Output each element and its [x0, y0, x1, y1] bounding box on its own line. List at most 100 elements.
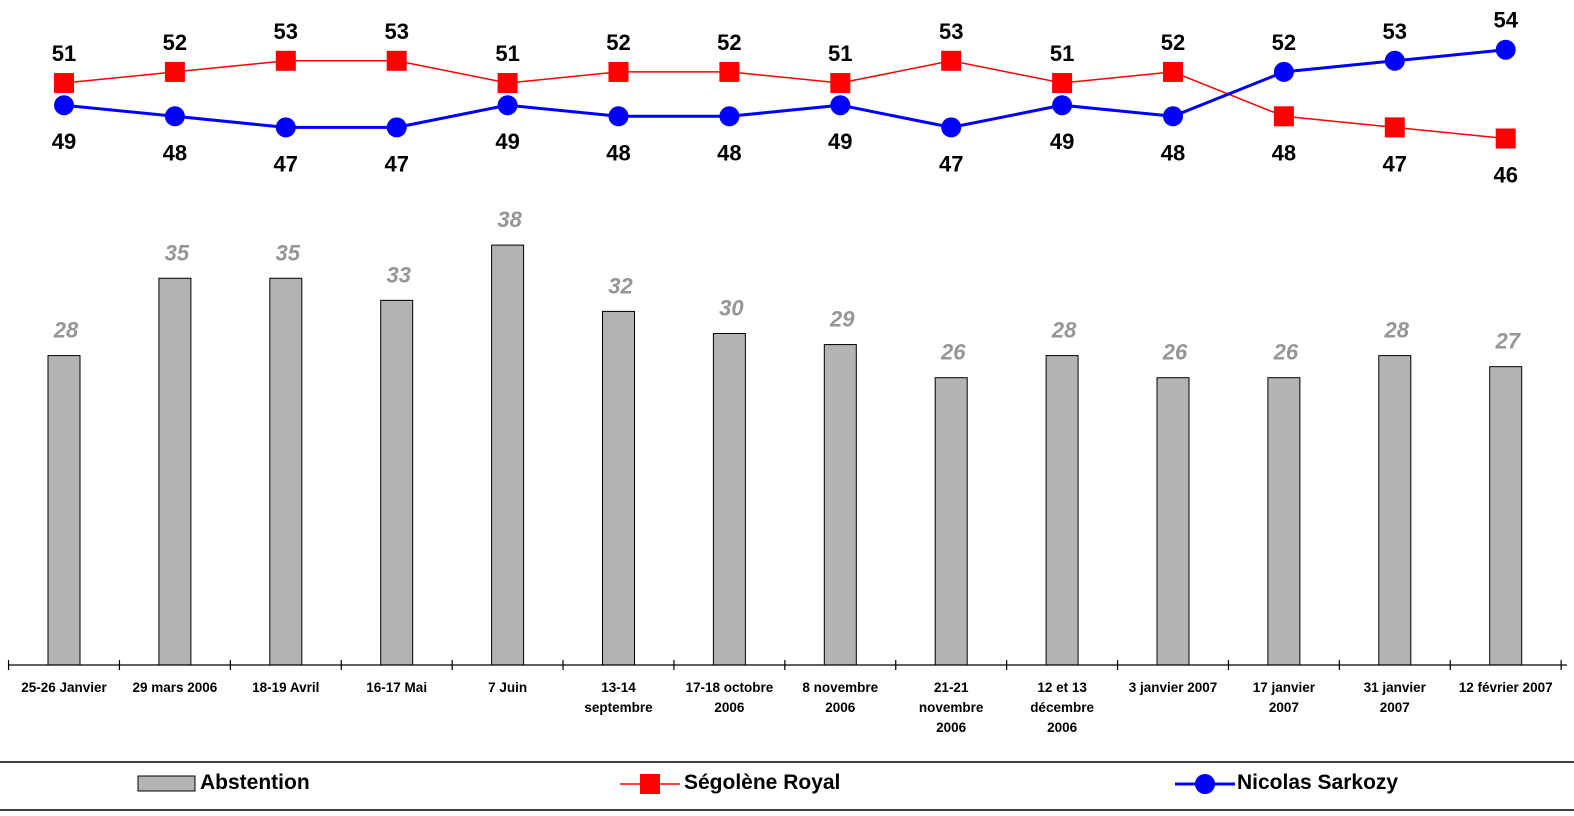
bar-label-abstention: 30: [719, 296, 744, 321]
x-tick-label: 21-21 novembre 2006: [897, 678, 1005, 738]
bar-abstention: [1267, 377, 1301, 666]
point-sarkozy: [1384, 50, 1405, 71]
data-label-royal: 53: [274, 19, 298, 44]
abstention-data-labels: 28 35 35 33 38 32 30 29 26 28 26 26 28 27: [53, 207, 1522, 365]
x-tick-label-line: 8 novembre: [802, 680, 879, 695]
x-tick-label: 31 janvier 2007: [1341, 678, 1449, 718]
bar-abstention: [1489, 366, 1523, 666]
x-tick-label-line: 2006: [714, 700, 745, 715]
bar-abstention: [158, 277, 192, 666]
bar-label-abstention: 32: [608, 273, 633, 298]
data-label-sarkozy: 48: [1161, 140, 1185, 165]
point-royal: [54, 73, 74, 93]
legend-label-abstention: Abstention: [200, 771, 310, 794]
x-tick-label-line: 16-17 Mai: [366, 680, 428, 695]
data-label-sarkozy: 54: [1493, 8, 1518, 33]
data-label-sarkozy: 53: [1383, 19, 1407, 44]
bar-label-abstention: 26: [940, 340, 966, 365]
legend-marker-royal: [640, 774, 660, 794]
bar-label-abstention: 26: [1273, 340, 1299, 365]
point-royal: [1273, 106, 1294, 127]
point-sarkozy: [830, 95, 851, 116]
x-tick-label-line: 29 mars 2006: [132, 680, 218, 695]
legend-label-sarkozy: Nicolas Sarkozy: [1237, 771, 1399, 794]
point-sarkozy: [164, 106, 185, 127]
bar-label-abstention: 28: [1384, 318, 1410, 343]
bar-abstention: [1156, 377, 1190, 666]
data-label-royal: 46: [1493, 163, 1517, 188]
bar-label-abstention: 28: [1051, 318, 1077, 343]
bar-abstention: [269, 277, 303, 666]
x-tick-label-line: 3 janvier 2007: [1128, 680, 1218, 695]
x-tick-label-line: 2006: [825, 700, 856, 715]
abstention-bars: [47, 244, 1523, 666]
data-label-royal: 51: [1050, 41, 1074, 66]
bar-label-abstention: 27: [1494, 329, 1521, 354]
point-sarkozy: [719, 106, 740, 127]
x-tick-label: 12 et 13 décembre 2006: [1008, 678, 1116, 738]
point-sarkozy: [497, 95, 518, 116]
x-tick-label: 8 novembre 2006: [786, 678, 894, 718]
point-sarkozy: [54, 95, 74, 116]
x-tick-label-line: 13-14: [601, 680, 636, 695]
point-royal: [608, 61, 629, 82]
point-royal: [497, 73, 518, 93]
data-label-royal: 53: [939, 19, 963, 44]
point-royal: [941, 50, 962, 71]
bar-label-abstention: 38: [497, 207, 522, 232]
point-royal: [164, 61, 185, 82]
x-tick-label-line: 2006: [1047, 720, 1078, 735]
x-tick-label: 18-19 Avril: [232, 678, 340, 698]
x-tick-label: 16-17 Mai: [343, 678, 451, 698]
bar-label-abstention: 35: [165, 240, 190, 265]
bar-abstention: [380, 299, 414, 666]
data-label-sarkozy: 49: [495, 129, 519, 154]
bar-label-abstention: 29: [829, 307, 855, 332]
x-tick-label-line: 7 Juin: [488, 680, 528, 695]
point-royal: [1384, 117, 1405, 138]
point-royal: [1495, 128, 1516, 149]
x-tick-label-line: 25-26 Janvier: [21, 680, 107, 695]
data-label-sarkozy: 47: [939, 151, 963, 176]
point-sarkozy: [1052, 95, 1073, 116]
x-axis-ticks: [7, 660, 1562, 670]
data-label-royal: 52: [1161, 30, 1185, 55]
data-label-royal: 53: [384, 19, 408, 44]
data-label-sarkozy: 48: [163, 140, 187, 165]
point-sarkozy: [275, 117, 296, 138]
x-tick-label-line: 17-18 octobre: [685, 680, 774, 695]
data-label-royal: 51: [828, 41, 852, 66]
point-royal: [386, 50, 407, 71]
x-tick-label: 7 Juin: [454, 678, 562, 698]
x-tick-label-line: 12 et 13: [1037, 680, 1087, 695]
legend-marker-sarkozy: [1195, 774, 1215, 794]
x-tick-label: 13-14 septembre: [565, 678, 673, 718]
point-sarkozy: [386, 117, 407, 138]
line-ségolène-royal: [63, 60, 1506, 140]
point-royal: [719, 61, 740, 82]
bar-abstention: [823, 344, 857, 666]
x-tick-label-line: 2007: [1268, 700, 1299, 715]
x-tick-label-line: septembre: [584, 700, 653, 715]
legend-label-royal: Ségolène Royal: [684, 771, 841, 794]
bar-abstention: [1378, 355, 1412, 666]
data-label-royal: 52: [163, 30, 187, 55]
data-label-royal: 52: [606, 30, 630, 55]
x-tick-label-line: décembre: [1030, 700, 1094, 715]
bar-abstention: [934, 377, 968, 666]
point-royal: [1052, 73, 1073, 93]
line-nicolas-sarkozy: [63, 48, 1506, 129]
series-sarkozy: 49 48 47 47 49 48 48 49 47 49 48 52 53 54: [52, 8, 1519, 177]
x-tick-label-line: 2007: [1379, 700, 1410, 715]
data-label-royal: 47: [1383, 151, 1407, 176]
x-tick-label-line: 2006: [936, 720, 967, 735]
bar-abstention: [491, 244, 525, 666]
x-tick-label-line: 31 janvier: [1363, 680, 1426, 695]
x-tick-label-line: 17 janvier: [1252, 680, 1316, 695]
point-sarkozy: [608, 106, 629, 127]
data-label-sarkozy: 49: [52, 129, 76, 154]
series-royal: 51 52 53 53 51 52 52 51 53 51 52 48 47 46: [52, 19, 1518, 188]
data-label-sarkozy: 48: [606, 140, 630, 165]
point-sarkozy: [1495, 39, 1516, 60]
